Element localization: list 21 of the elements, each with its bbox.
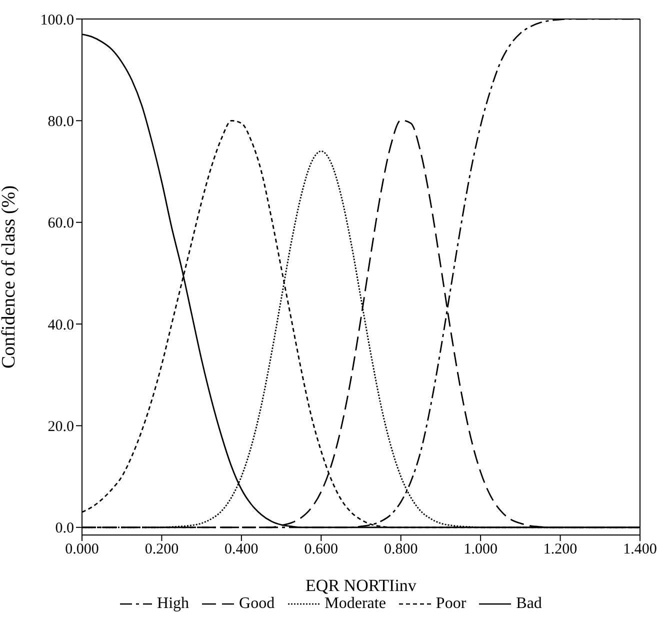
- x-tick-label: 1.200: [543, 542, 578, 558]
- legend-label: Poor: [436, 595, 466, 613]
- y-axis-title: Confidence of class (%): [0, 185, 20, 369]
- x-tick-label: 0.400: [224, 542, 258, 558]
- legend-label: Bad: [516, 595, 542, 613]
- y-tick-label: 0.0: [55, 520, 74, 537]
- x-tick-label: 0.800: [384, 542, 418, 558]
- x-tick-label: 0.000: [65, 542, 99, 558]
- x-axis-title: EQR NORTIinv: [306, 576, 417, 595]
- legend-label: Moderate: [324, 595, 386, 613]
- y-tick-label: 60.0: [48, 216, 74, 232]
- x-tick-label: 0.200: [144, 542, 179, 558]
- y-tick-label: 40.0: [48, 317, 74, 334]
- y-tick-label: 20.0: [48, 419, 74, 436]
- y-tick-label: 80.0: [48, 114, 74, 130]
- x-tick-label: 0.600: [304, 542, 338, 558]
- legend-label: Good: [239, 595, 275, 613]
- y-tick-label: 100.0: [40, 12, 74, 28]
- x-tick-label: 1.000: [464, 542, 498, 558]
- x-tick-label: 1.400: [623, 542, 657, 558]
- legend-label: High: [157, 595, 190, 613]
